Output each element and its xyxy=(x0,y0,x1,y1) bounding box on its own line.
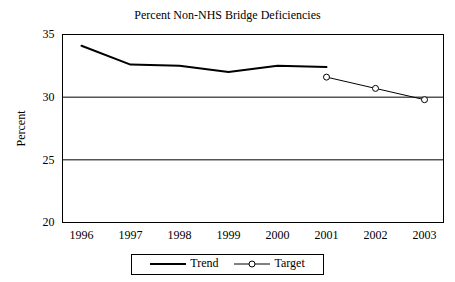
svg-text:20: 20 xyxy=(43,215,55,229)
svg-text:1999: 1999 xyxy=(217,228,241,242)
svg-text:2003: 2003 xyxy=(413,228,437,242)
svg-text:25: 25 xyxy=(43,153,55,167)
svg-text:1997: 1997 xyxy=(119,228,143,242)
html-text:Target: Target xyxy=(274,256,305,270)
svg-text:2000: 2000 xyxy=(266,228,290,242)
svg-text:35: 35 xyxy=(43,27,55,41)
html-text:Percent Non-NHS Bridge Deficie: Percent Non-NHS Bridge Deficiencies xyxy=(134,8,321,22)
svg-text:1996: 1996 xyxy=(70,228,94,242)
html-text:Trend: Trend xyxy=(190,256,219,270)
svg-text:30: 30 xyxy=(43,90,55,104)
svg-text:2001: 2001 xyxy=(315,228,339,242)
svg-text:Percent: Percent xyxy=(14,110,28,147)
svg-text:2002: 2002 xyxy=(364,228,388,242)
svg-text:1998: 1998 xyxy=(168,228,192,242)
